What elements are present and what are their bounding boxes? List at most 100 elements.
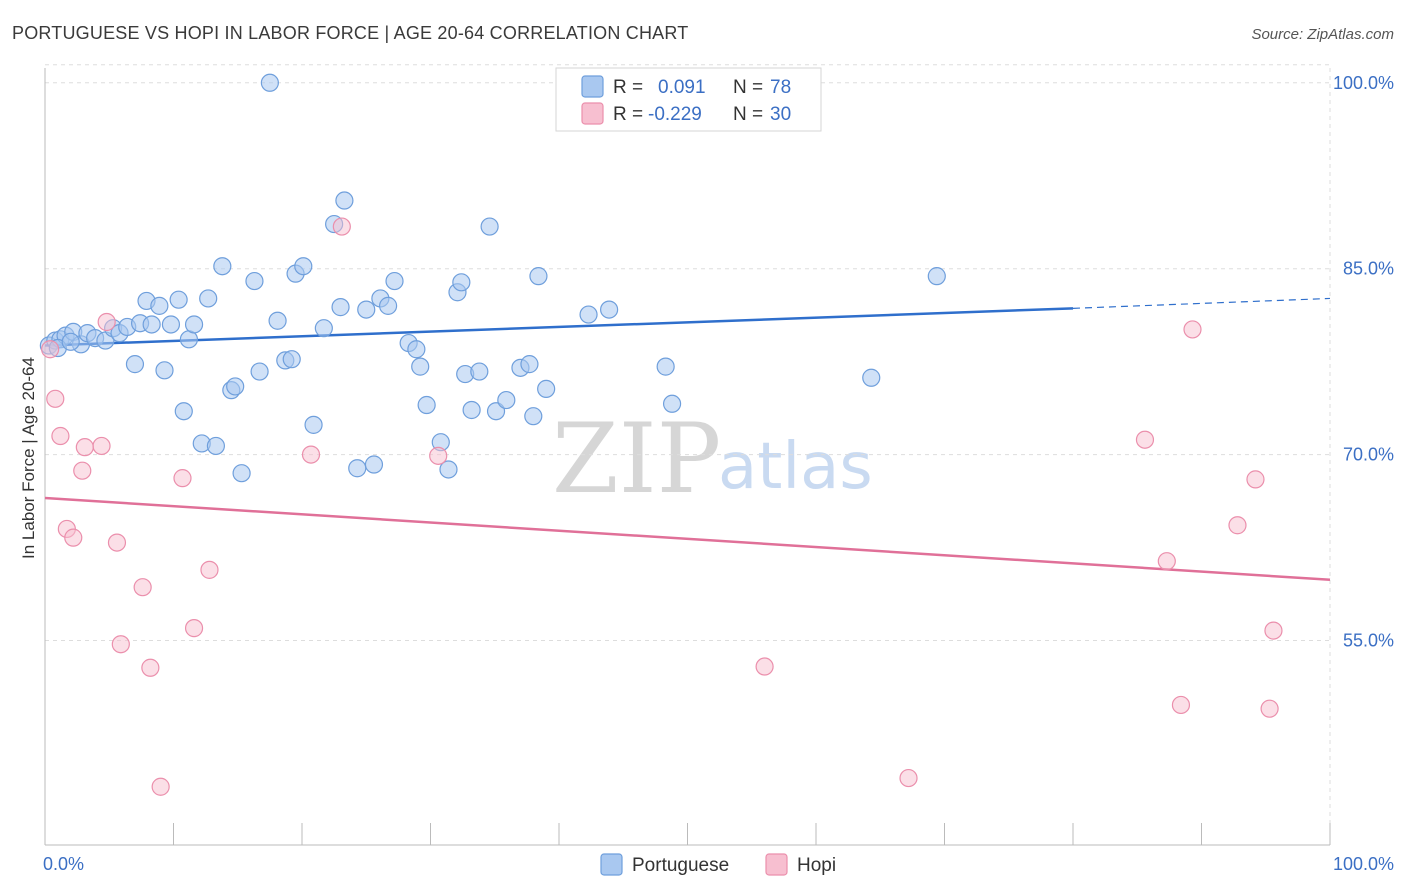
portuguese-point [927, 267, 946, 286]
portuguese-point [529, 267, 548, 286]
portuguese-point [150, 296, 169, 315]
portuguese-point [524, 407, 543, 426]
hopi-point [1228, 516, 1247, 535]
portuguese-point [407, 340, 426, 359]
hopi-point [1246, 470, 1265, 489]
portuguese-point [260, 73, 279, 92]
portuguese-point [357, 300, 376, 319]
hopi-point [173, 469, 192, 488]
legend-n-value-portuguese: 78 [770, 77, 791, 98]
portuguese-point [417, 395, 436, 415]
portuguese-point [61, 332, 80, 351]
legend-r-value-hopi: -0.229 [648, 104, 702, 125]
hopi-point [1171, 695, 1191, 715]
series-legend-swatch-portuguese [600, 853, 623, 876]
axis-layer [44, 68, 1331, 846]
portuguese-point [206, 436, 226, 456]
y-tick-label-100: 100.0% [1333, 73, 1394, 93]
portuguese-point [462, 400, 481, 420]
portuguese-point [348, 459, 367, 478]
hopi-points [41, 217, 1283, 796]
legend-swatch-hopi [581, 102, 604, 125]
portuguese-point [378, 296, 398, 315]
hopi-point [200, 560, 219, 579]
portuguese-point [304, 415, 323, 434]
hopi-point [64, 528, 83, 547]
portuguese-point [331, 298, 350, 317]
grid-layer [45, 64, 1331, 845]
series-legend-label-portuguese: Portuguese [632, 855, 729, 876]
hopi-point [41, 340, 60, 359]
hopi-point [97, 312, 116, 332]
series-legend-label-hopi: Hopi [797, 855, 836, 876]
series-legend-swatch-hopi [765, 853, 788, 876]
portuguese-point [862, 368, 881, 387]
portuguese-trend-line [44, 307, 1074, 347]
legend-n-value-hopi: 30 [770, 104, 791, 125]
portuguese-point [245, 271, 264, 291]
portuguese-point [250, 362, 269, 381]
chart-title: PORTUGUESE VS HOPI IN LABOR FORCE | AGE … [12, 23, 688, 43]
hopi-point [755, 657, 774, 676]
portuguese-point [411, 357, 430, 376]
portuguese-point [385, 271, 404, 291]
portuguese-point [213, 257, 232, 276]
y-tick-label-85: 85.0% [1343, 259, 1394, 279]
hopi-point [151, 777, 170, 796]
y-tick-labels: 55.0% 70.0% 85.0% 100.0% [1333, 73, 1394, 651]
legend-swatch-portuguese [581, 75, 604, 98]
hopi-point [1135, 430, 1155, 449]
portuguese-point [268, 311, 287, 330]
portuguese-point [226, 377, 245, 396]
legend-n-label-portuguese: N = [733, 77, 763, 98]
legend-r-label-portuguese: R = [613, 77, 643, 98]
y-tick-label-70: 70.0% [1343, 445, 1394, 465]
trend-layer [44, 297, 1331, 582]
portuguese-point [161, 315, 181, 334]
portuguese-point [199, 289, 218, 308]
y-tick-label-55: 55.0% [1343, 631, 1394, 651]
watermark-atlas: atlas [718, 430, 873, 504]
portuguese-point [486, 402, 506, 421]
portuguese-point [537, 379, 556, 399]
portuguese-point [282, 350, 301, 369]
portuguese-point [497, 390, 516, 410]
hopi-trend-line [44, 496, 1331, 582]
hopi-point [429, 446, 448, 465]
hopi-point [332, 217, 351, 236]
hopi-point [111, 635, 130, 654]
hopi-point [141, 658, 160, 677]
portuguese-point [232, 464, 251, 483]
hopi-point [92, 436, 111, 456]
legend-n-label-hopi: N = [733, 104, 763, 125]
portuguese-point [125, 355, 145, 374]
portuguese-point [169, 290, 188, 309]
portuguese-point [184, 315, 204, 334]
hopi-point [184, 619, 204, 638]
portuguese-point [335, 191, 354, 210]
hopi-point [46, 389, 65, 408]
hopi-point [75, 438, 94, 457]
portuguese-point [656, 357, 675, 376]
legend-r-value-portuguese: 0.091 [658, 77, 706, 98]
series-legend: Portuguese Hopi [600, 853, 836, 876]
portuguese-point [600, 300, 619, 319]
portuguese-points [39, 73, 946, 483]
hopi-point [301, 445, 321, 464]
x-tick-label-max: 100.0% [1333, 854, 1394, 874]
portuguese-point [452, 273, 471, 292]
portuguese-point [520, 355, 539, 374]
portuguese-trend-extension [1072, 297, 1331, 309]
hopi-point [51, 426, 70, 446]
y-axis-title: In Labor Force | Age 20-64 [19, 357, 38, 559]
hopi-point [899, 768, 918, 788]
watermark-zip: ZIP [552, 403, 721, 515]
hopi-point [1260, 699, 1279, 718]
portuguese-point [142, 315, 161, 334]
portuguese-point [174, 402, 193, 421]
portuguese-point [579, 305, 598, 324]
portuguese-point [314, 319, 333, 338]
portuguese-point [439, 460, 458, 479]
hopi-point [1183, 320, 1202, 339]
